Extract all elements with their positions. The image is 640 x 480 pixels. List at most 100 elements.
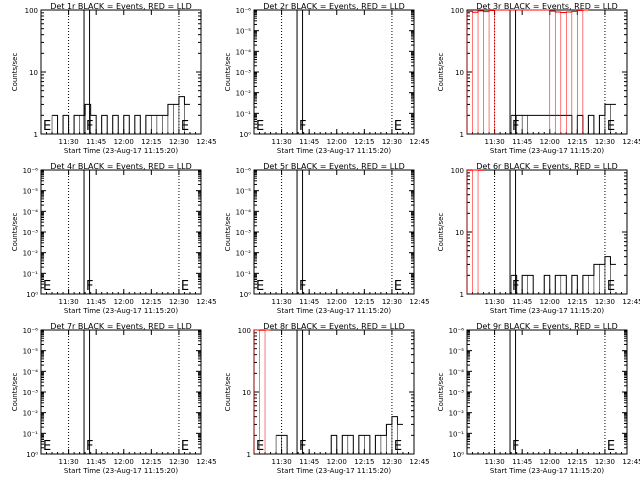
y-tick-label: 100 xyxy=(451,7,464,15)
panel-title: Det 8r BLACK = Events, RED = LLD xyxy=(263,322,405,331)
series-lld-line xyxy=(467,9,589,14)
x-tick-label: 11:30 xyxy=(484,298,504,306)
series-events-line xyxy=(276,416,403,455)
x-tick-label: 11:30 xyxy=(58,138,78,146)
eclipse-marker-left: E xyxy=(256,439,264,454)
plot-frame xyxy=(40,169,202,295)
plot-frame xyxy=(253,9,415,135)
flare-marker: F xyxy=(299,279,306,294)
y-axis-label: Counts/sec xyxy=(11,213,19,252)
y-tick-label: 10⁻² xyxy=(236,90,252,98)
x-axis-label: Start Time (23-Aug-17 11:15:20) xyxy=(277,307,391,315)
series-events-line xyxy=(511,103,616,135)
eclipse-marker-right: E xyxy=(181,439,189,454)
panel-title: Det 6r BLACK = Events, RED = LLD xyxy=(476,162,618,171)
eclipse-marker-left: E xyxy=(43,439,51,454)
x-tick-label: 12:15 xyxy=(354,298,374,306)
y-tick-label: 10⁻³ xyxy=(23,389,39,397)
x-tick-label: 12:15 xyxy=(141,138,161,146)
y-tick-label: 1 xyxy=(34,131,38,139)
y-tick-label: 10⁻³ xyxy=(23,229,39,237)
y-tick-label: 100 xyxy=(238,327,251,335)
y-tick-label: 10⁻⁴ xyxy=(236,48,252,56)
y-axis-label: Counts/sec xyxy=(437,213,445,252)
x-tick-label: 12:30 xyxy=(169,458,189,466)
y-tick-label: 10⁻² xyxy=(236,250,252,258)
panel-title: Det 5r BLACK = Events, RED = LLD xyxy=(263,162,405,171)
eclipse-marker-right: E xyxy=(181,279,189,294)
x-axis-label: Start Time (23-Aug-17 11:15:20) xyxy=(64,467,178,475)
y-tick-label: 10⁻¹ xyxy=(23,430,39,438)
x-tick-label: 12:45 xyxy=(409,298,429,306)
x-axis-label: Start Time (23-Aug-17 11:15:20) xyxy=(490,147,604,155)
y-tick-label: 10⁻³ xyxy=(449,389,465,397)
x-tick-label: 11:30 xyxy=(484,458,504,466)
panel-det-5r: Det 5r BLACK = Events, RED = LLD 10⁰ 10⁻¹ 1… xyxy=(224,162,430,315)
x-tick-label: 11:30 xyxy=(271,138,291,146)
panel-det-1r: Det 1r BLACK = Events, RED = LLD 1 10 100 11… xyxy=(11,2,217,155)
x-tick-label: 11:45 xyxy=(512,298,532,306)
x-tick-label: 11:45 xyxy=(86,458,106,466)
x-tick-label: 12:15 xyxy=(141,298,161,306)
x-tick-label: 11:30 xyxy=(58,298,78,306)
y-tick-label: 1 xyxy=(460,131,464,139)
panel-title: Det 2r BLACK = Events, RED = LLD xyxy=(263,2,405,11)
x-tick-label: 12:30 xyxy=(382,138,402,146)
eclipse-marker-left: E xyxy=(43,119,51,134)
y-tick-label: 10⁻⁶ xyxy=(23,167,39,175)
x-tick-label: 11:45 xyxy=(299,138,319,146)
y-tick-label: 10⁻¹ xyxy=(236,270,252,278)
x-tick-label: 12:30 xyxy=(169,298,189,306)
y-tick-label: 10⁰ xyxy=(26,451,38,459)
y-axis-label: Counts/sec xyxy=(437,373,445,412)
eclipse-marker-left: E xyxy=(256,119,264,134)
x-tick-label: 12:45 xyxy=(196,458,216,466)
y-tick-label: 10⁻³ xyxy=(236,69,252,77)
y-tick-label: 10⁻² xyxy=(23,410,39,418)
panel-title: Det 9r BLACK = Events, RED = LLD xyxy=(476,322,618,331)
x-tick-label: 11:30 xyxy=(484,138,504,146)
x-tick-label: 12:45 xyxy=(409,138,429,146)
x-tick-label: 12:30 xyxy=(169,138,189,146)
x-tick-label: 12:15 xyxy=(567,458,587,466)
x-tick-label: 12:30 xyxy=(595,298,615,306)
y-tick-label: 10 xyxy=(455,69,464,77)
y-tick-label: 10⁻⁴ xyxy=(23,208,39,216)
x-tick-label: 11:30 xyxy=(271,458,291,466)
y-tick-label: 10⁻⁵ xyxy=(23,348,39,356)
eclipse-marker-right: E xyxy=(181,119,189,134)
flare-marker: F xyxy=(86,439,93,454)
y-tick-label: 10⁻³ xyxy=(236,229,252,237)
x-axis-label: Start Time (23-Aug-17 11:15:20) xyxy=(277,147,391,155)
x-axis-label: Start Time (23-Aug-17 11:15:20) xyxy=(64,147,178,155)
y-tick-label: 10⁻⁵ xyxy=(236,188,252,196)
x-tick-label: 12:45 xyxy=(622,138,640,146)
eclipse-marker-right: E xyxy=(607,119,615,134)
x-tick-label: 12:00 xyxy=(114,298,134,306)
x-tick-label: 12:45 xyxy=(622,458,640,466)
eclipse-marker-right: E xyxy=(394,279,402,294)
eclipse-marker-right: E xyxy=(607,439,615,454)
panel-title: Det 7r BLACK = Events, RED = LLD xyxy=(50,322,192,331)
y-tick-label: 10 xyxy=(455,229,464,237)
flare-marker: F xyxy=(512,119,519,134)
y-tick-label: 100 xyxy=(25,7,38,15)
y-axis-label: Counts/sec xyxy=(224,213,232,252)
y-tick-label: 10⁻⁶ xyxy=(23,327,39,335)
panel-det-3r: Det 3r BLACK = Events, RED = LLD 1 10 100 11… xyxy=(437,2,640,155)
panel-title: Det 3r BLACK = Events, RED = LLD xyxy=(476,2,618,11)
x-tick-label: 12:00 xyxy=(327,138,347,146)
panel-det-4r: Det 4r BLACK = Events, RED = LLD 10⁰ 10⁻¹ 1… xyxy=(11,162,217,315)
plot-frame xyxy=(40,329,202,455)
x-tick-label: 12:15 xyxy=(354,458,374,466)
y-tick-label: 10⁰ xyxy=(239,291,251,299)
eclipse-marker-right: E xyxy=(607,279,615,294)
x-tick-label: 12:00 xyxy=(114,458,134,466)
x-tick-label: 12:00 xyxy=(540,458,560,466)
x-tick-label: 12:00 xyxy=(327,298,347,306)
y-tick-label: 10⁻⁵ xyxy=(23,188,39,196)
flare-marker: F xyxy=(299,119,306,134)
y-tick-label: 10⁻¹ xyxy=(236,110,252,118)
y-tick-label: 100 xyxy=(451,167,464,175)
x-tick-label: 12:45 xyxy=(622,298,640,306)
